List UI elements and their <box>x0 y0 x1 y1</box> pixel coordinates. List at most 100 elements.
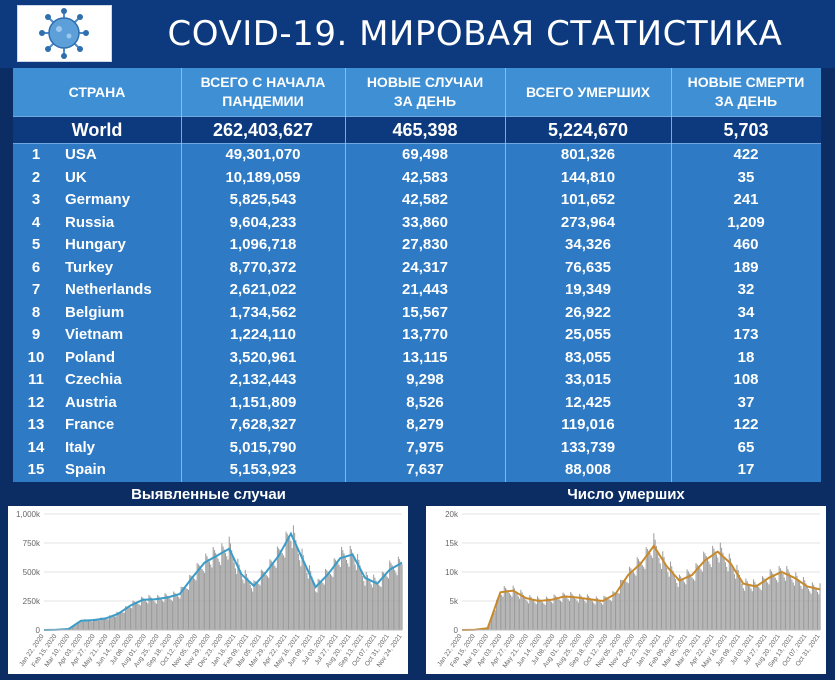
cases-bar <box>371 587 373 630</box>
total-cell: 1,734,562 <box>229 303 297 321</box>
deaths-bar <box>669 561 671 630</box>
deaths-bar <box>552 603 554 630</box>
cases-bar <box>250 588 252 630</box>
cases-bar <box>280 551 282 630</box>
cases-bar <box>355 570 357 630</box>
deaths-bar <box>767 582 769 630</box>
deaths-bar <box>602 604 604 630</box>
cases-bar <box>301 548 303 630</box>
cases-bar <box>122 612 124 630</box>
deaths-bar <box>753 579 755 630</box>
deaths-cell: 273,964 <box>560 213 616 231</box>
rank-cell: 11 <box>28 371 44 388</box>
rank-cell: 8 <box>31 303 41 321</box>
deaths-bar <box>501 594 503 630</box>
deaths-bar <box>816 591 818 630</box>
cases-bar <box>91 621 93 630</box>
deaths-bar <box>634 573 636 630</box>
cases-bar <box>74 625 76 630</box>
deaths-bar <box>631 569 633 630</box>
new-cases-cell: 42,583 <box>402 168 448 186</box>
deaths-bar <box>636 557 638 630</box>
deaths-bar <box>667 572 669 630</box>
deaths-bar <box>732 568 734 630</box>
new-cases-cell: 13,115 <box>402 348 448 366</box>
cases-bar <box>96 619 98 630</box>
cases-bar <box>204 572 206 630</box>
cases-bar <box>273 563 275 630</box>
cases-bar <box>334 559 336 630</box>
cases-bar <box>170 599 172 630</box>
deaths-bar <box>724 562 726 630</box>
col-header-country: СТРАНА <box>68 83 126 100</box>
deaths-bar <box>643 566 645 630</box>
deaths-bar <box>705 556 707 630</box>
cases-bar <box>71 626 73 630</box>
deaths-bar <box>519 598 521 630</box>
stats-table: СТРАНА ВСЕГО С НАЧАЛА ПАНДЕМИИ НОВЫЕ СЛУ… <box>13 68 821 482</box>
cases-bar <box>81 621 83 630</box>
cases-bar <box>363 580 365 630</box>
cases-bar <box>129 607 131 630</box>
deaths-bar <box>792 582 794 630</box>
cases-bar <box>106 619 108 630</box>
cases-bar <box>181 586 183 630</box>
cases-bar <box>392 567 394 630</box>
cases-bar <box>290 540 292 630</box>
col-header-total: ВСЕГО С НАЧАЛА ПАНДЕМИИ <box>200 74 326 109</box>
deaths-bar <box>547 597 549 630</box>
deaths-cell: 34,326 <box>565 236 611 253</box>
deaths-ytick-label: 10k <box>445 568 459 577</box>
deaths-bar <box>534 602 536 630</box>
deaths-cell: 76,635 <box>565 258 611 276</box>
deaths-bar <box>494 610 496 630</box>
deaths-cell: 33,015 <box>565 371 611 388</box>
cases-bar <box>387 578 389 630</box>
cases-bar <box>326 570 328 630</box>
deaths-cell: 119,016 <box>561 416 615 433</box>
cases-bar <box>385 575 387 630</box>
cases-bar <box>270 560 272 630</box>
table-row: 2 UK 10,189,059 42,583 144,810 35 <box>13 167 821 190</box>
new-cases-cell: 69,498 <box>402 146 448 163</box>
deaths-bar <box>776 579 778 630</box>
cases-bar <box>108 615 110 630</box>
cases-bar <box>208 561 210 630</box>
cases-bar <box>260 569 262 630</box>
cases-bar <box>331 575 333 630</box>
deaths-bar <box>542 602 544 630</box>
cases-bar <box>164 593 166 630</box>
cases-bar <box>153 600 155 630</box>
deaths-bar <box>502 596 504 630</box>
deaths-bar <box>783 577 785 630</box>
total-cell: 8,770,372 <box>229 258 297 276</box>
rank-cell: 15 <box>27 461 45 478</box>
cases-bar <box>75 624 77 630</box>
deaths-bar <box>539 599 541 630</box>
world-new-deaths: 5,703 <box>723 120 769 140</box>
new-cases-cell: 7,975 <box>406 438 444 456</box>
new-deaths-cell: 173 <box>733 326 759 343</box>
cases-bar <box>296 547 298 630</box>
deaths-bar <box>797 579 799 630</box>
cases-bar <box>226 556 228 630</box>
deaths-bar <box>687 571 689 630</box>
deaths-bar <box>598 599 600 630</box>
deaths-bar <box>811 582 813 630</box>
cases-bar <box>89 620 91 630</box>
deaths-bar <box>810 593 812 630</box>
cases-bar <box>220 565 222 630</box>
cases-bar <box>201 568 203 630</box>
rank-cell: 1 <box>31 146 41 163</box>
deaths-bar <box>554 595 556 630</box>
cases-bar <box>275 567 277 630</box>
cases-bar <box>86 619 88 630</box>
deaths-bar <box>614 593 616 630</box>
rank-cell: 14 <box>27 438 45 456</box>
deaths-bar <box>544 604 546 630</box>
deaths-bar <box>531 598 533 630</box>
deaths-bar <box>492 614 494 630</box>
deaths-bar <box>736 564 738 630</box>
cases-bar <box>386 576 388 630</box>
cases-bar <box>157 595 159 630</box>
